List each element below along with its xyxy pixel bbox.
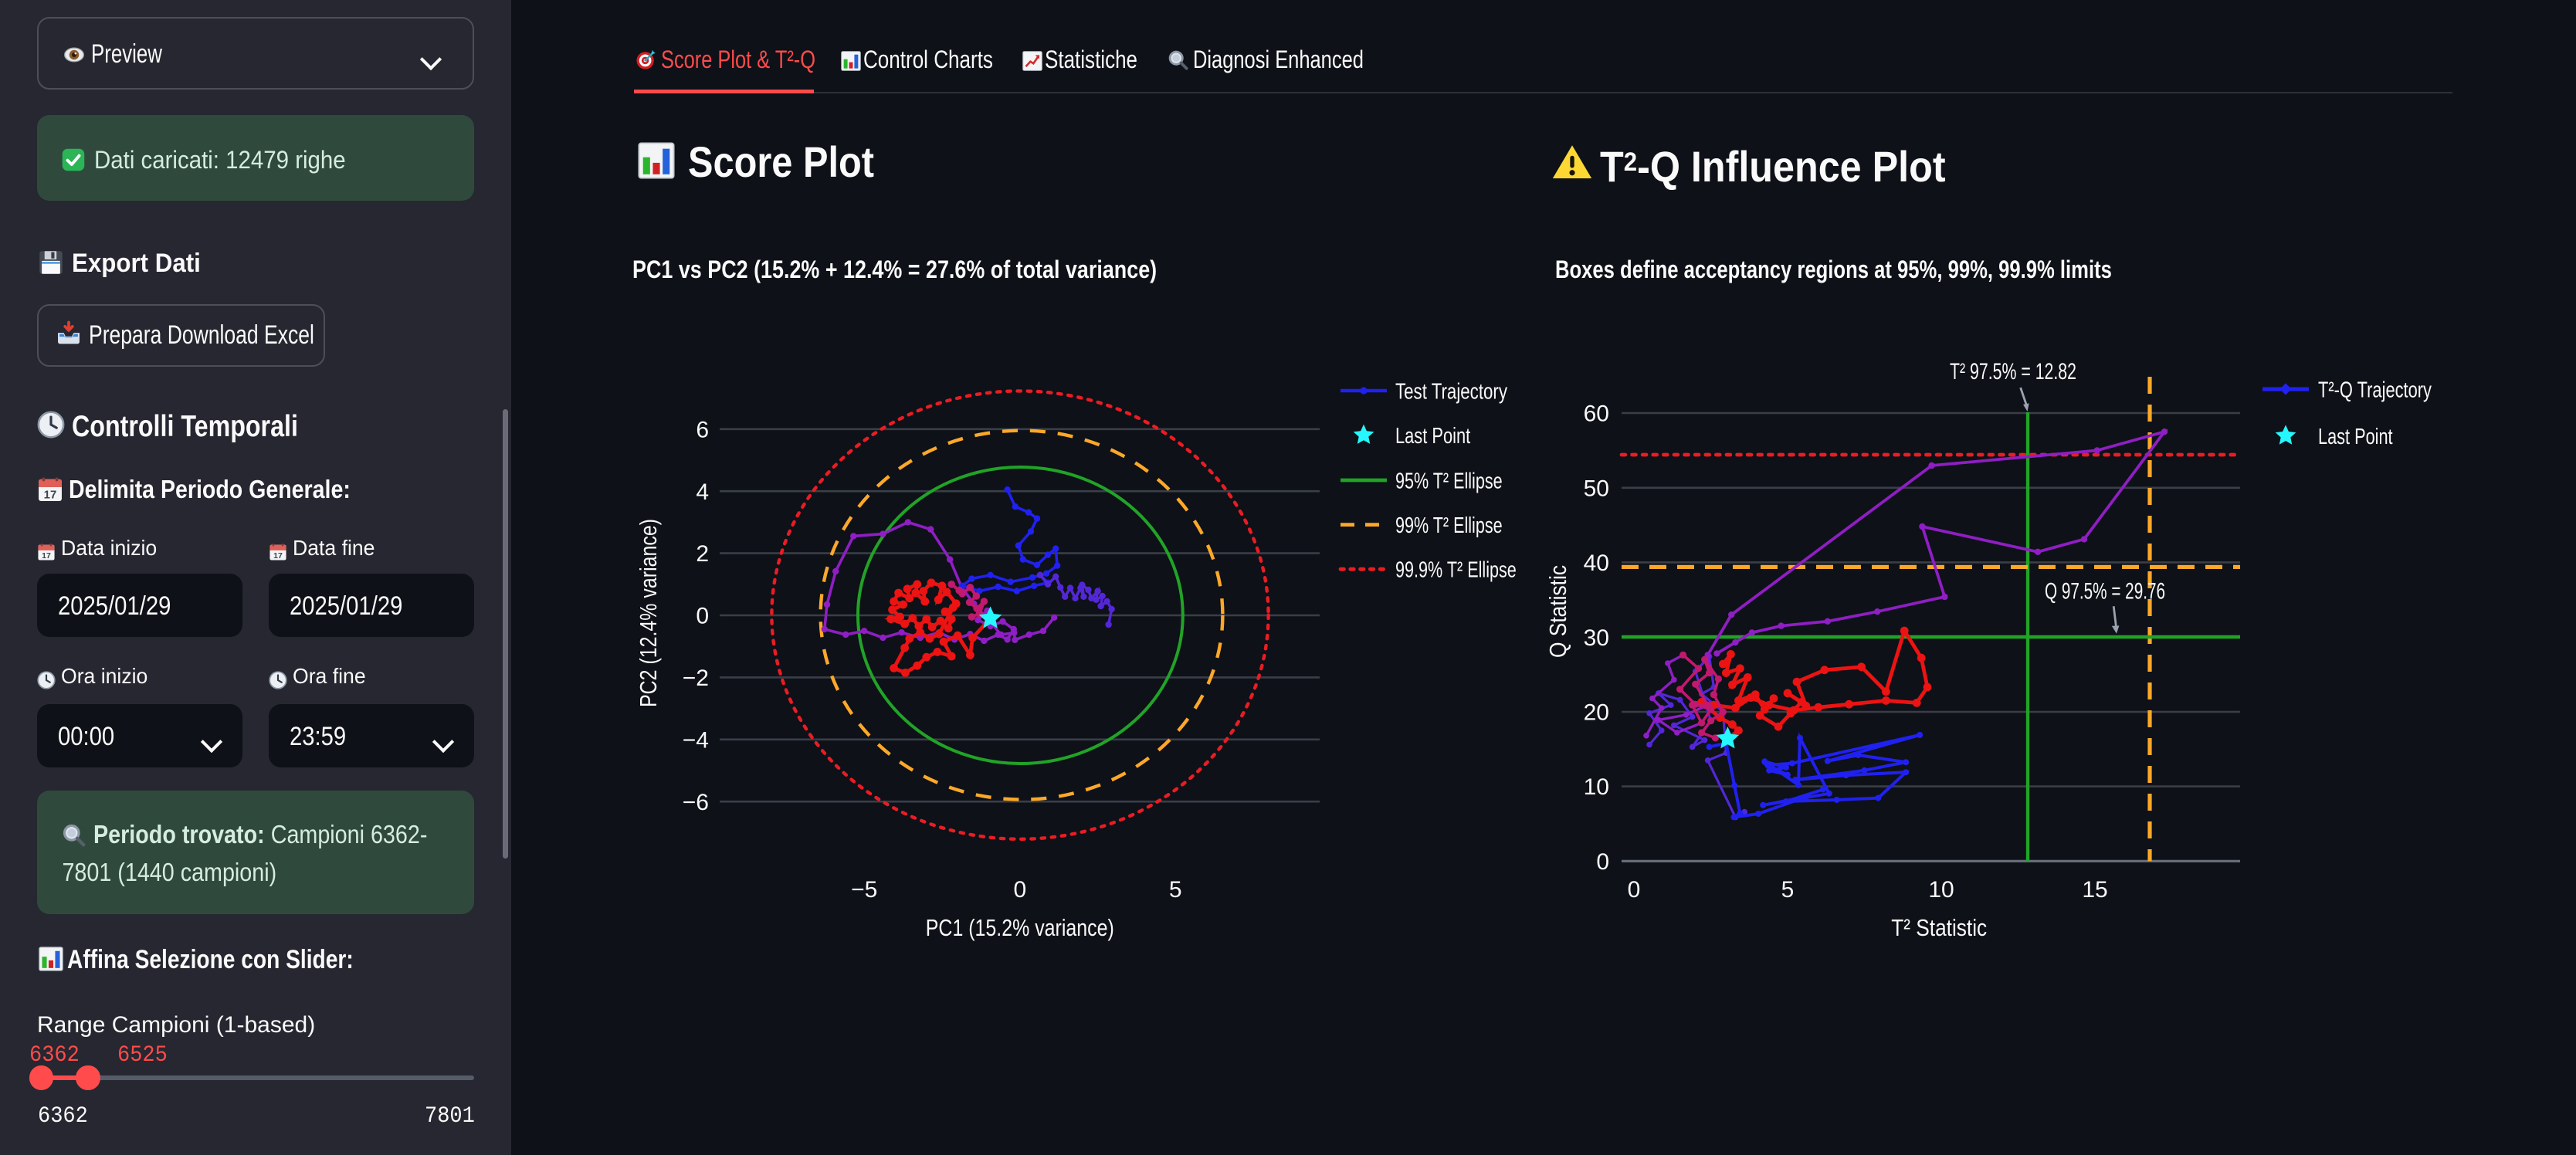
- svg-text:Q Statistic: Q Statistic: [1544, 565, 1571, 658]
- svg-text:−2: −2: [683, 666, 709, 691]
- svg-text:Last Point: Last Point: [1395, 424, 1470, 449]
- svg-text:17: 17: [44, 489, 57, 502]
- svg-text:T² Statistic: T² Statistic: [1891, 914, 1987, 941]
- svg-text:99.9% T² Ellipse: 99.9% T² Ellipse: [1395, 558, 1517, 583]
- svg-text:2: 2: [696, 541, 709, 567]
- svg-text:0: 0: [1628, 877, 1641, 903]
- svg-text:Test Trajectory: Test Trajectory: [1395, 379, 1507, 404]
- svg-text:−6: −6: [683, 790, 709, 815]
- svg-text:PC2 (12.4% variance): PC2 (12.4% variance): [635, 519, 662, 707]
- svg-text:95% T² Ellipse: 95% T² Ellipse: [1395, 469, 1503, 493]
- svg-text:0: 0: [1596, 849, 1609, 875]
- svg-text:6: 6: [696, 417, 709, 442]
- svg-text:−4: −4: [683, 727, 709, 753]
- svg-text:PC1 (15.2% variance): PC1 (15.2% variance): [926, 914, 1114, 941]
- svg-text:30: 30: [1584, 625, 1609, 651]
- svg-text:Q 97.5% = 29.76: Q 97.5% = 29.76: [2045, 578, 2165, 604]
- svg-text:17: 17: [273, 551, 283, 561]
- svg-text:−5: −5: [851, 877, 877, 903]
- svg-text:5: 5: [1169, 877, 1182, 903]
- svg-text:4: 4: [696, 479, 709, 505]
- svg-text:5: 5: [1781, 877, 1795, 903]
- svg-text:50: 50: [1584, 476, 1609, 501]
- svg-text:Last Point: Last Point: [2318, 425, 2393, 449]
- svg-text:60: 60: [1584, 401, 1609, 427]
- svg-text:99% T² Ellipse: 99% T² Ellipse: [1395, 513, 1503, 538]
- svg-text:0: 0: [1013, 877, 1026, 903]
- svg-text:20: 20: [1584, 700, 1609, 726]
- svg-text:40: 40: [1584, 550, 1609, 576]
- svg-text:10: 10: [1584, 774, 1609, 800]
- svg-text:10: 10: [1928, 877, 1954, 903]
- svg-text:0: 0: [696, 604, 709, 629]
- svg-text:T² 97.5% = 12.82: T² 97.5% = 12.82: [1950, 359, 2076, 384]
- svg-text:17: 17: [42, 551, 51, 561]
- svg-text:T²-Q Trajectory: T²-Q Trajectory: [2318, 378, 2432, 402]
- svg-text:15: 15: [2082, 877, 2107, 903]
